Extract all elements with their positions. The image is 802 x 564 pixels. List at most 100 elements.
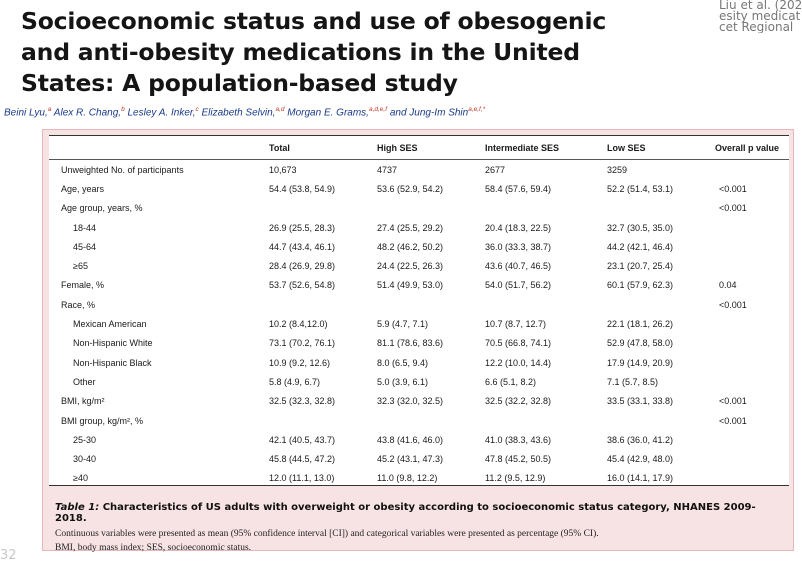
table-cell: 54.0 (51.7, 56.2)	[485, 280, 552, 291]
table-cell: 7.1 (5.7, 8.5)	[607, 376, 659, 387]
table-cell: 53.6 (52.9, 54.2)	[377, 183, 444, 194]
p-value-cell: <0.001	[719, 299, 747, 310]
table-cell	[607, 295, 715, 314]
table-row: Mexican American 10.2 (8.4,12.0) 5.9 (4.7,…	[49, 314, 789, 333]
caption-label: Table 1:	[55, 502, 100, 513]
p-value-cell	[715, 430, 789, 449]
row-label: Non-Hispanic White	[73, 338, 153, 349]
table-row: Race, % <0.001	[49, 295, 789, 314]
table-row: 30-40 45.8 (44.5, 47.2) 45.2 (43.1, 47.3) 4…	[49, 449, 789, 468]
p-value-cell	[715, 449, 789, 468]
table-cell: 51.4 (49.9, 53.0)	[377, 280, 444, 291]
characteristics-table: Total High SES Intermediate SES Low SES …	[49, 136, 789, 488]
table-cell: 22.1 (18.1, 26.2)	[607, 319, 674, 330]
header-cell	[49, 136, 269, 160]
table-cell: 54.4 (53.8, 54.9)	[269, 183, 336, 194]
table-row: 25-30 42.1 (40.5, 43.7) 43.8 (41.6, 46.0) 4…	[49, 430, 789, 449]
p-value-cell: <0.001	[719, 396, 747, 407]
table-cell: 45.4 (42.9, 48.0)	[607, 454, 674, 465]
table-header-row: Total High SES Intermediate SES Low SES …	[49, 136, 789, 160]
table-cell: 17.9 (14.9, 20.9)	[607, 357, 674, 368]
citation-snippet: Liu et al. (202 esity medicat cet Region…	[719, 0, 802, 33]
table-row: Non-Hispanic Black 10.9 (9.2, 12.6) 8.0 (6…	[49, 353, 789, 372]
table-cell: 44.7 (43.4, 46.1)	[269, 241, 336, 252]
author-name[interactable]: and Jung-Im Shin	[389, 107, 469, 119]
author-affiliation: a,e,f,*	[468, 106, 486, 113]
table-row: BMI, kg/m² 32.5 (32.3, 32.8) 32.3 (32.0, 3…	[49, 392, 789, 411]
table-cell: 73.1 (70.2, 76.1)	[269, 338, 336, 349]
author-affiliation: b	[121, 106, 125, 113]
table-cell	[607, 411, 715, 430]
header-cell: Overall p value	[715, 136, 789, 160]
table-cell: 11.2 (9.5, 12.9)	[485, 473, 546, 484]
author-name[interactable]: Lesley A. Inker,	[127, 107, 196, 119]
row-label: BMI group, kg/m², %	[61, 415, 144, 426]
table-cell: 4737	[377, 164, 398, 175]
table-cell: 43.8 (41.6, 46.0)	[377, 434, 444, 445]
table-cell: 5.0 (3.9, 6.1)	[377, 376, 429, 387]
table-cell: 47.8 (45.2, 50.5)	[485, 454, 552, 465]
table-cell: 32.7 (30.5, 35.0)	[607, 222, 674, 233]
author-name[interactable]: Beini Lyu,	[4, 107, 48, 119]
table-cell: 45.8 (44.5, 47.2)	[269, 454, 336, 465]
table-cell: 44.2 (42.1, 46.4)	[607, 241, 674, 252]
table-cell	[607, 199, 715, 218]
table-cell: 16.0 (14.1, 17.9)	[607, 473, 674, 484]
table-cell: 10.9 (9.2, 12.6)	[269, 357, 331, 368]
p-value-cell: <0.001	[719, 415, 747, 426]
row-label: Age, years	[61, 183, 105, 194]
table-cell: 53.7 (52.6, 54.8)	[269, 280, 336, 291]
p-value-cell	[715, 256, 789, 275]
caption-note-line: Continuous variables were presented as m…	[55, 529, 599, 539]
table-cell: 28.4 (26.9, 29.8)	[269, 261, 336, 272]
table-cell	[377, 199, 485, 218]
row-label: Unweighted No. of participants	[61, 164, 184, 175]
table-cell: 12.2 (10.0, 14.4)	[485, 357, 552, 368]
row-label: 25-30	[73, 434, 97, 445]
row-label: Other	[73, 376, 96, 387]
author-affiliation: a,d	[275, 106, 285, 113]
row-label: Age group, years, %	[61, 203, 143, 214]
table-cell: 6.6 (5.1, 8.2)	[485, 376, 537, 387]
table-panel: Total High SES Intermediate SES Low SES …	[42, 129, 794, 553]
author-name[interactable]: Morgan E. Grams,	[287, 107, 369, 119]
header-cell: Intermediate SES	[485, 136, 607, 160]
table-cell: 32.3 (32.0, 32.5)	[377, 396, 444, 407]
table-cell	[485, 199, 607, 218]
header-cell: Low SES	[607, 136, 715, 160]
row-label: Non-Hispanic Black	[73, 357, 152, 368]
row-label: 30-40	[73, 454, 97, 465]
row-label: ≥65	[73, 261, 88, 272]
p-value-cell	[715, 314, 789, 333]
table-cell: 60.1 (57.9, 62.3)	[607, 280, 674, 291]
table-row: Age group, years, % <0.001	[49, 199, 789, 218]
table-cell: 32.5 (32.2, 32.8)	[485, 396, 552, 407]
author-name[interactable]: Elizabeth Selvin,	[201, 107, 276, 119]
table-cell: 27.4 (25.5, 29.2)	[377, 222, 444, 233]
table-row: Unweighted No. of participants 10,673 4737…	[49, 160, 789, 180]
p-value-cell	[715, 160, 789, 180]
table-cell: 20.4 (18.3, 22.5)	[485, 222, 552, 233]
table-cell: 26.9 (25.5, 28.3)	[269, 222, 336, 233]
author-affiliation: a	[47, 106, 52, 113]
row-label: 45-64	[73, 241, 97, 252]
header-cell: High SES	[377, 136, 485, 160]
row-label: Race, %	[61, 299, 96, 310]
table-cell	[269, 199, 377, 218]
table-cell: 48.2 (46.2, 50.2)	[377, 241, 444, 252]
p-value-cell	[715, 237, 789, 256]
table-row: BMI group, kg/m², % <0.001	[49, 411, 789, 430]
table-cell: 10.2 (8.4,12.0)	[269, 319, 328, 330]
author-affiliation: a,d,e,f	[368, 106, 388, 113]
author-name[interactable]: Alex R. Chang,	[53, 107, 122, 119]
table-cell: 32.5 (32.3, 32.8)	[269, 396, 336, 407]
table-cell	[485, 411, 607, 430]
page-number: 32	[0, 548, 17, 563]
table-container: Total High SES Intermediate SES Low SES …	[49, 135, 789, 486]
p-value-cell: 0.04	[719, 280, 737, 291]
table-row: ≥65 28.4 (26.9, 29.8) 24.4 (22.5, 26.3) 43.…	[49, 256, 789, 275]
header-cell: Total	[269, 136, 377, 160]
table-cell: 70.5 (66.8, 74.1)	[485, 338, 552, 349]
p-value-cell	[715, 469, 789, 488]
paper-title: Socioeconomic status and use of obesogen…	[21, 7, 607, 97]
